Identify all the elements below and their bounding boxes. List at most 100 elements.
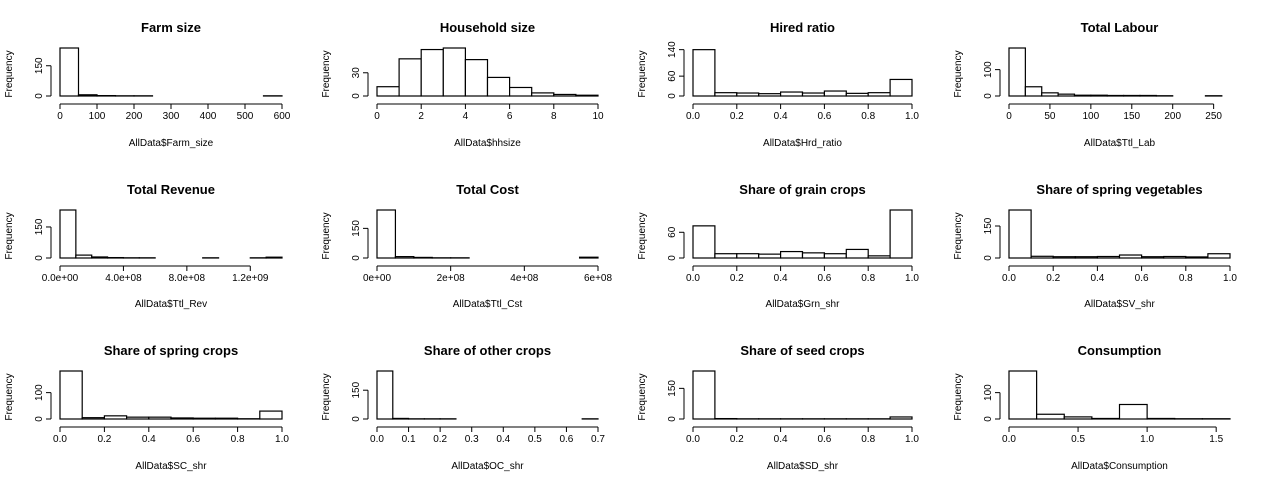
panel-title: Share of spring crops <box>104 343 238 358</box>
y-axis-label: Frequency <box>4 212 15 259</box>
x-tick-label: 200 <box>1164 111 1181 122</box>
y-tick-label: 0 <box>34 416 45 422</box>
x-axis-label: AllData$Consumption <box>1071 461 1168 472</box>
histogram-panel-5: Total Revenue 0.0e+00 4.0e+08 8.0e+08 1.2e+0… <box>4 182 283 310</box>
y-axis-label: Frequency <box>4 373 15 420</box>
x-tick-label: 1.0 <box>905 273 919 284</box>
histogram-bar <box>889 416 913 420</box>
histogram-panel-2: Household size 0 2 4 6 8 10 0 30 AllData$hhsize Fr… <box>321 20 604 149</box>
histogram-bar <box>1122 94 1141 97</box>
histogram-bar <box>59 370 83 420</box>
y-tick-label: 0 <box>351 416 362 422</box>
x-tick-label: 250 <box>1205 111 1222 122</box>
x-tick-label: 8 <box>551 111 557 122</box>
y-tick-label: 0 <box>667 93 678 99</box>
panel-title: Farm size <box>141 20 201 35</box>
histogram-bar <box>531 92 555 97</box>
x-tick-label: 0.2 <box>433 434 447 445</box>
histogram-bar <box>192 417 216 420</box>
x-axis-label: AllData$OC_shr <box>451 461 524 472</box>
x-tick-label: 0.0 <box>1002 273 1016 284</box>
y-tick-label: 0 <box>351 255 362 261</box>
histogram-panel-1: Farm size 0 100 200 300 400 500 600 0 150 AllData$… <box>4 20 291 149</box>
histogram-bar <box>692 370 716 420</box>
histogram-bar <box>59 209 77 259</box>
x-tick-label: 0.6 <box>817 434 831 445</box>
histogram-bar <box>1139 94 1157 97</box>
histogram-bar <box>1106 94 1125 97</box>
y-axis-label: Frequency <box>953 212 964 259</box>
histogram-bar <box>1074 256 1099 259</box>
histogram-bar <box>801 252 825 259</box>
histogram-bar <box>125 416 150 420</box>
histogram-bar <box>420 48 444 97</box>
x-tick-label: 1.0 <box>1140 434 1154 445</box>
x-tick-label: 0.7 <box>591 434 605 445</box>
y-axis-label: Frequency <box>4 50 15 97</box>
histogram-bar <box>845 92 869 97</box>
y-axis-label: Frequency <box>321 212 332 259</box>
histogram-bar <box>779 91 804 97</box>
x-tick-label: 1.0 <box>275 434 289 445</box>
y-tick-label: 0 <box>34 93 45 99</box>
histogram-bar <box>442 47 466 97</box>
histogram-bar <box>1118 403 1148 420</box>
y-tick-label: 100 <box>983 384 994 401</box>
y-tick-label: 100 <box>983 61 994 78</box>
y-tick-label: 0 <box>667 416 678 422</box>
histogram-bar <box>867 92 891 97</box>
y-tick-label: 0 <box>667 255 678 261</box>
histogram-bar <box>259 410 283 420</box>
y-tick-label: 60 <box>667 70 678 82</box>
x-tick-label: 400 <box>200 111 217 122</box>
x-tick-label: 4e+08 <box>510 273 539 284</box>
x-tick-label: 0.2 <box>730 273 744 284</box>
histogram-bar <box>714 92 738 97</box>
histogram-bar <box>1008 47 1026 97</box>
histogram-bar <box>1146 417 1176 420</box>
histogram-bar <box>376 370 394 420</box>
x-tick-label: 0 <box>374 111 380 122</box>
panel-title: Hired ratio <box>770 20 835 35</box>
x-tick-label: 1.0 <box>905 434 919 445</box>
y-tick-label: 140 <box>667 41 678 58</box>
histogram-bar <box>77 94 98 97</box>
x-tick-label: 2 <box>418 111 424 122</box>
x-tick-label: 0.0 <box>686 434 700 445</box>
x-tick-label: 6e+08 <box>584 273 613 284</box>
histogram-bar <box>1008 209 1032 259</box>
x-axis-label: AllData$Grn_shr <box>766 299 841 310</box>
x-tick-label: 0.2 <box>1046 273 1060 284</box>
histogram-bar <box>148 416 172 420</box>
x-axis-label: AllData$SV_shr <box>1084 299 1155 310</box>
panel-title: Household size <box>440 20 535 35</box>
y-tick-label: 150 <box>351 220 362 237</box>
histogram-bar <box>394 256 415 259</box>
y-axis-label: Frequency <box>321 50 332 97</box>
histogram-panel-8: Share of spring vegetables 0.0 0.2 0.4 0.6 0.… <box>953 182 1237 310</box>
histogram-bar <box>1091 417 1121 420</box>
x-tick-label: 0.2 <box>730 434 744 445</box>
histogram-panel-11: Share of seed crops 0.0 0.2 0.4 0.6 0.8 1.0 0 15… <box>637 343 919 472</box>
x-tick-label: 0.2 <box>97 434 111 445</box>
histogram-bar <box>867 255 891 259</box>
y-axis-label: Frequency <box>637 50 648 97</box>
x-axis-label: AllData$Ttl_Cst <box>453 299 523 310</box>
x-tick-label: 0.8 <box>231 434 245 445</box>
histogram-bar <box>692 225 716 259</box>
histogram-bar <box>509 86 533 97</box>
x-tick-label: 1.2e+09 <box>232 273 269 284</box>
histogram-bar <box>1185 256 1209 259</box>
panel-title: Share of spring vegetables <box>1036 182 1202 197</box>
panel-title: Total Revenue <box>127 182 215 197</box>
histogram-bar <box>1030 255 1054 259</box>
x-tick-label: 0.0 <box>53 434 67 445</box>
panel-title: Consumption <box>1078 343 1162 358</box>
x-tick-label: 0.6 <box>186 434 200 445</box>
x-tick-label: 10 <box>592 111 604 122</box>
histogram-panel-3: Hired ratio 0.0 0.2 0.4 0.6 0.8 1.0 0 60 140 AllDa… <box>637 20 919 149</box>
x-tick-label: 0.0e+00 <box>42 273 79 284</box>
histogram-bar <box>398 58 422 97</box>
x-tick-label: 4.0e+08 <box>105 273 142 284</box>
